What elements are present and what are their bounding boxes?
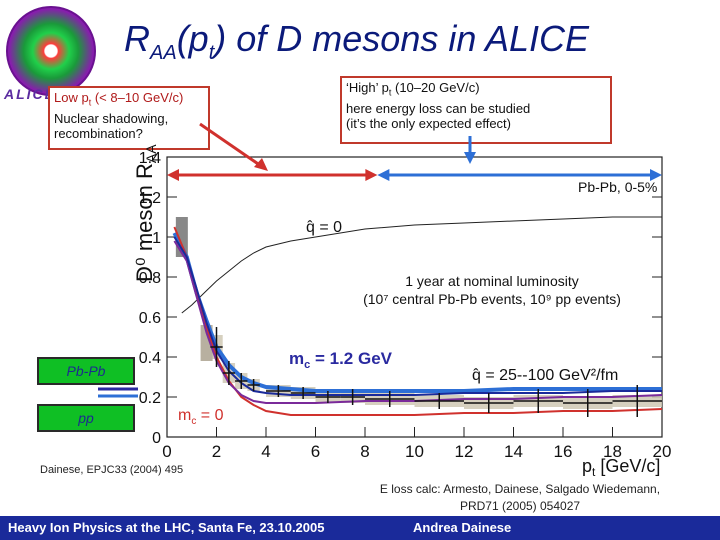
eloss-line2: PRD71 (2005) 054027 (459, 499, 581, 513)
title-t: t (208, 42, 215, 65)
y-tick-label: 1.4 (139, 150, 161, 167)
y-tick-label: 0 (152, 430, 161, 447)
footer-event: Heavy Ion Physics at the LHC, Santa Fe, … (8, 520, 325, 535)
luminosity-line2: (10⁷ central Pb-Pb events, 10⁹ pp events… (363, 291, 621, 307)
citation: Dainese, EPJC33 (2004) 495 (40, 464, 184, 476)
curve-thin-black (181, 216, 662, 314)
y-tick-label: 1.2 (139, 190, 161, 207)
title-r: R (124, 18, 150, 59)
footer-bar: Heavy Ion Physics at the LHC, Santa Fe, … (0, 516, 720, 540)
x-tick-label: 6 (311, 442, 320, 461)
x-tick-label: 18 (603, 442, 622, 461)
title-aa: AA (150, 42, 177, 65)
blue-arrow-head-right (650, 169, 662, 181)
low-pt-line2: Nuclear shadowing, (54, 110, 169, 126)
x-tick-label: 14 (504, 442, 523, 461)
mc-0-label: mc = 0 (178, 407, 224, 427)
x-tick-label: 10 (405, 442, 424, 461)
qhat-range-label: q̂ = 25--100 GeV²/fm (472, 367, 618, 384)
y-axis-label: D⁰ meson RAA (132, 144, 159, 282)
legend-tag-pbpb: Pb-Pb (37, 357, 135, 385)
curve-purple (173, 240, 663, 404)
red-arrow-head-left (167, 169, 179, 181)
mc-12-label: mc = 1.2 GeV (289, 349, 393, 371)
blue-arrow-head-left (377, 169, 390, 181)
alice-logo (6, 6, 96, 96)
curve-red (173, 226, 663, 416)
x-tick-label: 0 (162, 442, 171, 461)
footer-author: Andrea Dainese (413, 520, 512, 535)
x-tick-label: 16 (554, 442, 573, 461)
x-tick-label: 4 (261, 442, 270, 461)
title-p: (p (176, 18, 209, 59)
eloss-citation: E loss calc: Armesto, Dainese, Salgado W… (340, 481, 700, 515)
high-pt-line3: (it’s the only expected effect) (346, 115, 512, 131)
luminosity-line1: 1 year at nominal luminosity (405, 273, 579, 289)
low-pt-line3: recombination? (54, 125, 143, 141)
y-tick-label: 0.4 (139, 350, 161, 367)
title-rest: ) of D mesons in ALICE (214, 18, 590, 59)
low-pt-box: Low pt (< 8–10 GeV/c) Nuclear shadowing,… (48, 86, 210, 150)
alice-logo-text: ALICE (4, 86, 56, 102)
x-tick-label: 20 (653, 442, 672, 461)
qhat-zero-label: q̂ = 0 (306, 219, 342, 236)
red-arrow-head-right (365, 169, 378, 181)
centrality-label: Pb-Pb, 0-5% (578, 179, 657, 195)
x-axis-label: pt [GeV/c] (582, 456, 660, 479)
x-tick-label: 2 (212, 442, 221, 461)
slide-title: RAA(pt) of D mesons in ALICE (124, 18, 589, 65)
low-pt-line1: Low pt (< 8–10 GeV/c) (54, 90, 184, 108)
high-pt-pointer-head (464, 152, 476, 164)
x-tick-label: 12 (455, 442, 474, 461)
low-pt-pointer (199, 122, 265, 170)
y-tick-label: 0.8 (139, 270, 161, 287)
low-pt-pointer-head (254, 158, 268, 171)
y-tick-label: 0.6 (139, 310, 161, 327)
x-tick-label: 8 (360, 442, 369, 461)
y-tick-label: 1 (152, 230, 161, 247)
eloss-line1: E loss calc: Armesto, Dainese, Salgado W… (379, 482, 661, 496)
high-pt-box: ‘High’ pt (10–20 GeV/c) here energy loss… (340, 76, 612, 144)
y-tick-label: 0.2 (139, 390, 161, 407)
legend-tag-pp: pp (37, 404, 135, 432)
high-pt-line1: ‘High’ pt (10–20 GeV/c) (346, 80, 480, 98)
high-pt-line2: here energy loss can be studied (346, 100, 531, 116)
